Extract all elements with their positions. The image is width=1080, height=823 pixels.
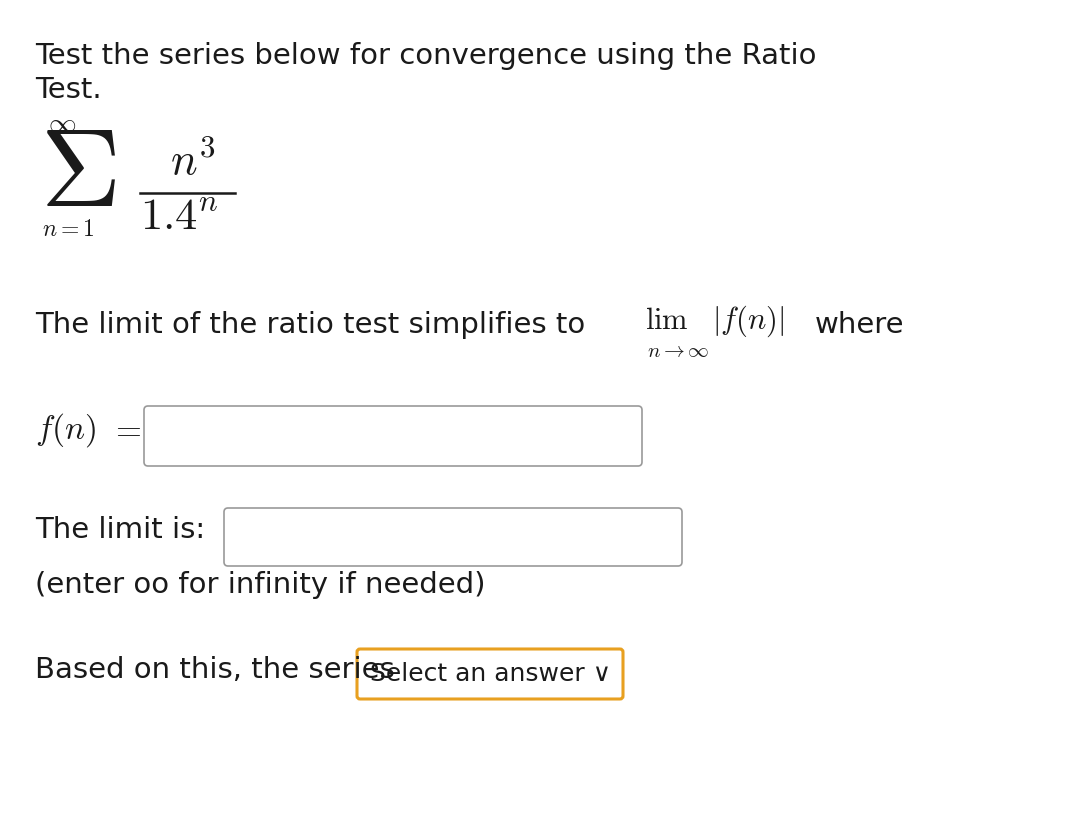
Text: $=$: $=$ xyxy=(110,413,141,447)
Text: $n=1$: $n=1$ xyxy=(42,217,95,241)
Text: $|f(n)|$: $|f(n)|$ xyxy=(712,303,784,339)
Text: Select an answer ∨: Select an answer ∨ xyxy=(369,662,610,686)
FancyBboxPatch shape xyxy=(144,406,642,466)
Text: (enter oo for infinity if needed): (enter oo for infinity if needed) xyxy=(35,571,486,599)
Text: $\infty$: $\infty$ xyxy=(48,109,76,137)
Text: where: where xyxy=(815,311,905,339)
Text: $\lim$: $\lim$ xyxy=(645,305,689,334)
Text: Test the series below for convergence using the Ratio: Test the series below for convergence us… xyxy=(35,42,816,70)
Text: $n{\rightarrow}\infty$: $n{\rightarrow}\infty$ xyxy=(647,341,710,361)
Text: $1.4^n$: $1.4^n$ xyxy=(140,196,218,239)
FancyBboxPatch shape xyxy=(224,508,681,566)
Text: Based on this, the series: Based on this, the series xyxy=(35,656,395,684)
Text: The limit of the ratio test simplifies to: The limit of the ratio test simplifies t… xyxy=(35,311,585,339)
Text: $n^3$: $n^3$ xyxy=(170,140,216,184)
FancyBboxPatch shape xyxy=(357,649,623,699)
Text: $f(n)$: $f(n)$ xyxy=(35,411,96,449)
Text: Test.: Test. xyxy=(35,76,102,104)
Text: The limit is:: The limit is: xyxy=(35,516,205,544)
Text: $\Sigma$: $\Sigma$ xyxy=(40,122,116,229)
